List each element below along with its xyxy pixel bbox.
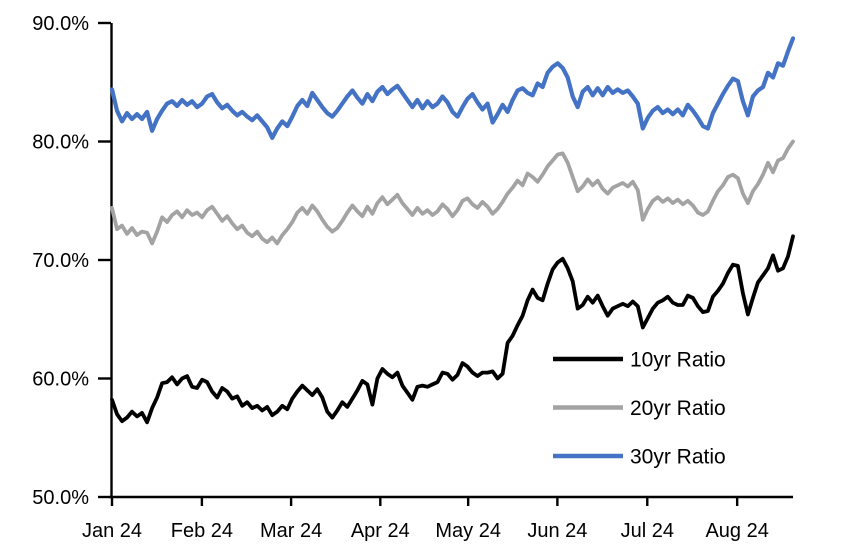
legend-label: 10yr Ratio xyxy=(630,349,726,372)
legend-item-30yr-ratio: 30yr Ratio xyxy=(553,446,726,469)
legend-label: 20yr Ratio xyxy=(630,397,726,420)
legend-item-10yr-ratio: 10yr Ratio xyxy=(553,349,726,372)
y-tick-label: 70.0% xyxy=(32,250,89,272)
x-tick-label: Mar 24 xyxy=(260,520,322,542)
x-tick-label: Feb 24 xyxy=(171,520,233,542)
series-lines xyxy=(109,36,796,425)
x-tick-label: Apr 24 xyxy=(351,520,410,542)
x-tick-label: Aug 24 xyxy=(705,520,768,542)
x-tick-label: Jul 24 xyxy=(621,520,674,542)
x-axis: Jan 24 Feb 24 Mar 24 Apr 24 May 24 Jun 24 Jul … xyxy=(82,495,793,542)
x-tick-label: May 24 xyxy=(435,520,501,542)
legend: 10yr Ratio 20yr Ratio 30yr Ratio xyxy=(553,349,726,469)
y-axis: 50.0% 60.0% 70.0% 80.0% 90.0% xyxy=(32,13,113,509)
x-tick-label: Jan 24 xyxy=(82,520,142,542)
legend-item-20yr-ratio: 20yr Ratio xyxy=(553,397,726,420)
series-line-10yr-ratio xyxy=(110,234,795,425)
series-line-20yr-ratio xyxy=(110,139,795,246)
y-tick-label: 50.0% xyxy=(32,487,89,509)
legend-label: 30yr Ratio xyxy=(630,446,726,469)
y-tick-label: 60.0% xyxy=(32,369,89,391)
series-line-30yr-ratio xyxy=(109,36,796,140)
y-tick-label: 80.0% xyxy=(32,132,89,154)
y-tick-label: 90.0% xyxy=(32,13,89,35)
x-tick-label: Jun 24 xyxy=(527,520,587,542)
